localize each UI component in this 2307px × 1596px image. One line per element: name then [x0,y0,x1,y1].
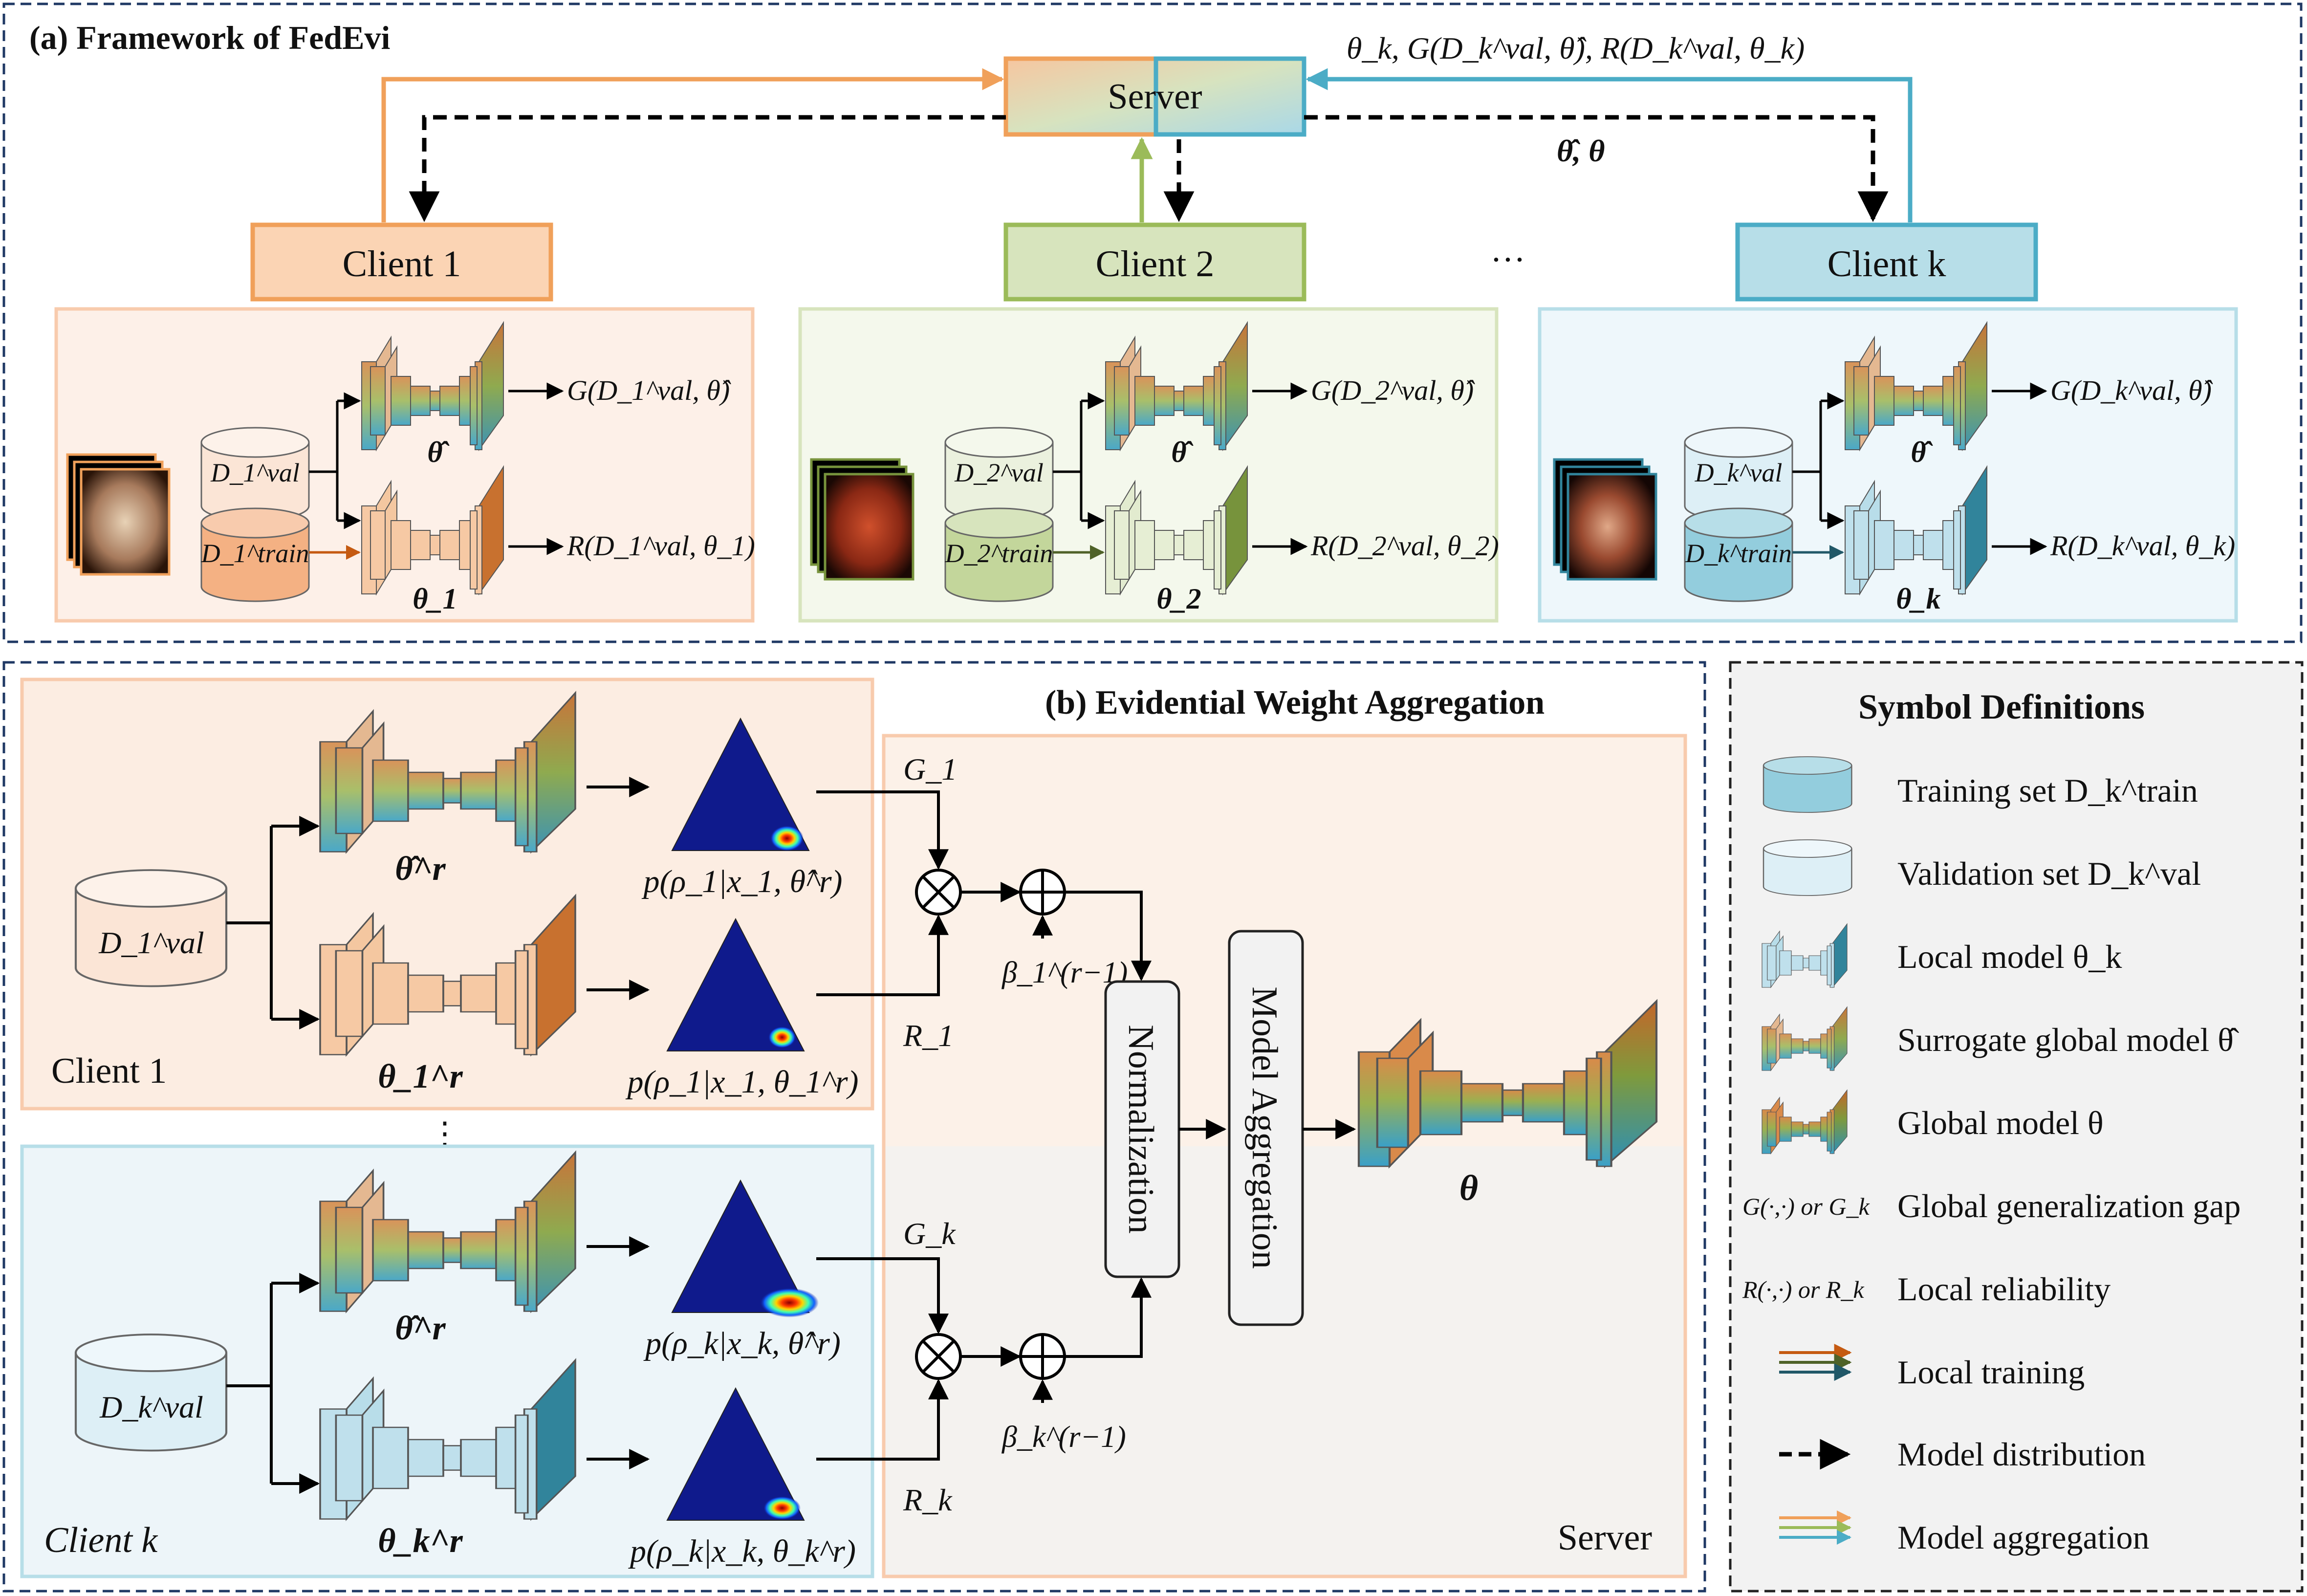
download-label: θ̂, θ [1557,133,1605,168]
legend-label-validation-set: Validation set D_k^val [1897,855,2201,892]
panel-b-pk-surrogate: p(ρ_k|x_k, θ̂^r) [643,1326,841,1361]
legend-label-training-set: Training set D_k^train [1897,772,2198,809]
panel-b-pk-local: p(ρ_k|x_k, θ_k^r) [628,1533,856,1569]
panel-a-title: (a) Framework of FedEvi [29,19,390,56]
legend-label-local-model: Local model θ_k [1897,938,2122,975]
legend-label-global-model: Global model θ [1897,1104,2104,1141]
panel-b-surrogate-r-1: θ̂^r [395,850,446,888]
distribution-arrows [409,115,1889,222]
client-k-label: Client k [1828,243,1946,284]
legend-item-global-model: Global model θ [1762,1090,2104,1154]
model-aggregation-label: Model Aggregation [1244,986,1284,1269]
normalization-block: Normalization [1104,980,1180,1278]
clients-ellipsis: ··· [1490,240,1525,279]
panel-b-client-1-label: Client 1 [51,1051,167,1091]
multiply-icon-1 [915,869,962,916]
panel-b-rk: R_k [903,1483,953,1517]
legend-label-local-training: Local training [1897,1354,2085,1391]
legend-item-local-training: Local training [1779,1344,2085,1391]
panel-b-gk: G_k [903,1216,956,1251]
panel-b-client-k-label: Client k [44,1520,158,1560]
plus-icon-k [1019,1333,1066,1380]
panel-b-server-ops: G_1 R_1 β_1^(r−1) G_k R_k [816,752,1656,1517]
client-2-val-label: D_2^val [954,458,1044,487]
legend-item-local-model: Local model θ_k [1762,923,2122,988]
panel-b-global-theta: θ [1459,1168,1478,1208]
panel-b-g1: G_1 [903,752,957,787]
panel-b-beta1: β_1^(r−1) [1001,956,1128,989]
aggregation-arrows [381,68,1913,222]
panel-b-theta-1-r: θ_1^r [378,1058,463,1095]
client-2-train-label: D_2^train [945,539,1053,568]
client-1-g-output: G(D_1^val, θ̂) [567,374,731,406]
client-1-train-label: D_1^train [201,539,309,568]
client-2-images [810,458,914,581]
client-2-theta-label: θ_2 [1156,583,1201,615]
legend-panel: Symbol Definitions Training set D_k^trai… [1729,661,2304,1593]
client-k-g-output: G(D_k^val, θ̂) [2050,374,2213,406]
panel-b-p1-local: p(ρ_1|x_1, θ_1^r) [625,1064,858,1100]
legend-symbol-g: G(·,·) or G_k [1742,1193,1870,1220]
legend-title: Symbol Definitions [1858,687,2145,726]
client-k-val-label: D_k^val [1695,458,1783,487]
client-2-g-output: G(D_2^val, θ̂) [1311,374,1475,406]
legend-item-surrogate-model: Surrogate global model θ̂ [1762,1006,2239,1071]
panel-b-val-1: D_1^val [98,925,204,960]
legend-item-model-aggregation: Model aggregation [1779,1510,2150,1556]
client-1-theta-label: θ_1 [413,583,457,615]
client-k-panel: D_k^val D_k^train θ̂ θ_k G(D_k^val, θ̂) … [1538,307,2238,623]
normalization-label: Normalization [1121,1025,1161,1233]
client-1-panel: D_1^val D_1^train θ̂ θ_1 G(D_1^val, θ̂) … [54,307,755,623]
client-1-r-output: R(D_1^val, θ_1) [566,530,755,562]
multiply-icon-k [915,1333,962,1380]
panel-b-surrogate-r-k: θ̂^r [395,1310,446,1347]
client-1-images [66,453,171,576]
legend-label-model-aggregation: Model aggregation [1897,1519,2150,1556]
client-k-train-label: D_k^train [1685,539,1792,568]
client-1-header: Client 1 [250,222,553,302]
panel-b-r1: R_1 [903,1018,954,1053]
legend-item-training-set: Training set D_k^train [1763,756,2198,813]
client-2-panel: D_2^val D_2^train θ̂ θ_2 G(D_2^val, θ̂) … [798,307,1499,623]
client-2-label: Client 2 [1096,243,1215,284]
panel-b-betak: β_k^(r−1) [1001,1421,1126,1454]
simplex-1-surrogate [672,718,809,851]
simplex-k-local [667,1388,805,1521]
panel-b: (b) Evidential Weight Aggregation Server… [2,661,1706,1593]
client-2-header: Client 2 [1003,222,1306,302]
panel-b-client-1-content: D_1^val θ̂^r θ_1^r p(ρ_1|x_1, θ̂^r) p(ρ_… [76,692,859,1100]
simplex-1-local [667,918,805,1051]
plus-icon-1 [1019,869,1066,916]
client-1-label: Client 1 [343,243,461,284]
model-aggregation-block: Model Aggregation [1228,930,1304,1326]
legend-label-generalization-gap: Global generalization gap [1897,1187,2241,1224]
upload-label: θ_k, G(D_k^val, θ̂), R(D_k^val, θ_k) [1347,31,1805,66]
legend-label-model-distribution: Model distribution [1897,1436,2146,1473]
client-2-r-output: R(D_2^val, θ_2) [1310,530,1499,562]
legend-item-generalization-gap: G(·,·) or G_k Global generalization gap [1742,1187,2241,1224]
panel-b-theta-k-r: θ_k^r [378,1522,463,1560]
panel-b-server-label: Server [1558,1518,1652,1558]
server-label: Server [1108,77,1202,117]
legend-label-surrogate-model: Surrogate global model θ̂ [1897,1021,2239,1058]
legend-symbol-r: R(·,·) or R_k [1742,1276,1864,1303]
panel-b-client-k-content: D_k^val θ̂^r θ_k^r p(ρ_k|x_k, θ̂^r) p(ρ_… [76,1151,856,1569]
legend-item-model-distribution: Model distribution [1779,1436,2146,1473]
client-k-images [1553,458,1657,581]
client-1-val-label: D_1^val [210,458,300,487]
simplex-k-surrogate [672,1180,819,1317]
client-k-r-output: R(D_k^val, θ_k) [2050,530,2235,562]
client-k-theta-label: θ_k [1896,583,1940,615]
panel-b-p1-surrogate: p(ρ_1|x_1, θ̂^r) [641,864,842,899]
legend-item-validation-set: Validation set D_k^val [1763,839,2201,896]
legend-item-local-reliability: R(·,·) or R_k Local reliability [1742,1270,2111,1308]
panel-a: (a) Framework of FedEvi Server θ_k, G(D_… [2,2,2303,643]
client-k-header: Client k [1735,222,2038,302]
legend-label-local-reliability: Local reliability [1897,1270,2111,1308]
panel-b-val-k: D_k^val [99,1390,203,1424]
panel-b-title: (b) Evidential Weight Aggregation [1045,684,1545,721]
server-node: Server [1003,56,1306,137]
